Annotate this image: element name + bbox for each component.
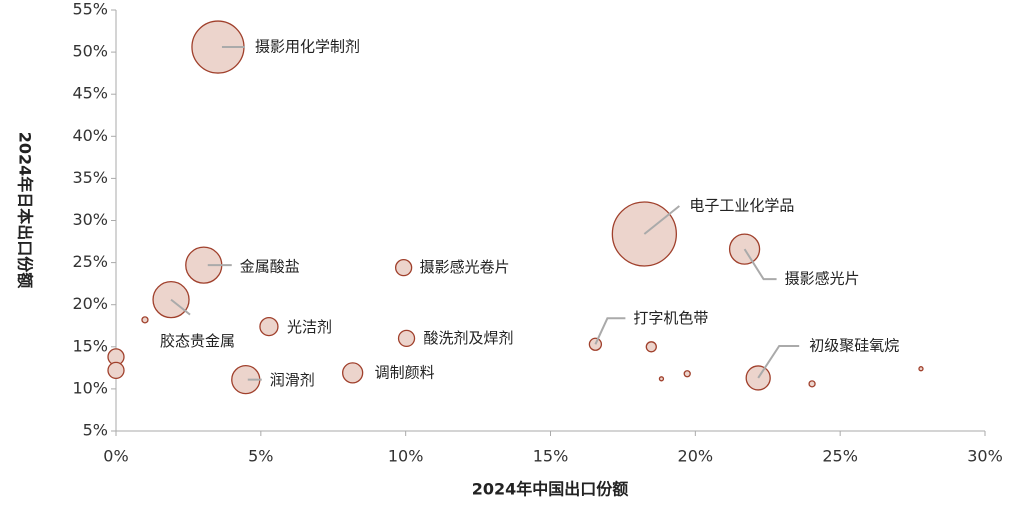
y-tick-label: 25%	[72, 252, 108, 271]
y-tick-label: 40%	[72, 126, 108, 145]
bubble-label: 摄影用化学制剂	[255, 38, 360, 56]
leader-line	[643, 205, 680, 235]
y-axis-title: 2024年日本出口份额	[16, 132, 35, 289]
y-tick-label: 55%	[72, 0, 108, 19]
bubble-label: 初级聚硅氧烷	[809, 336, 899, 354]
bubble-label: 胶态贵金属	[160, 332, 235, 350]
bubble	[645, 341, 657, 353]
bubble-label: 酸洗剂及焊剂	[424, 329, 514, 347]
y-tick-label: 45%	[72, 84, 108, 103]
bubble	[658, 376, 665, 382]
y-tick-label: 50%	[72, 42, 108, 61]
x-tick-label: 0%	[103, 447, 128, 466]
bubble	[107, 361, 125, 380]
bubble	[683, 370, 691, 378]
bubble-label: 电子工业化学品	[689, 196, 794, 214]
bubble	[342, 362, 364, 384]
bubble	[808, 380, 816, 388]
bubble-label: 摄影感光卷片	[420, 258, 510, 276]
bubble	[259, 316, 279, 337]
y-tick-label: 30%	[72, 210, 108, 229]
leader-line	[757, 344, 800, 379]
x-tick-label: 20%	[678, 447, 714, 466]
x-tick-label: 15%	[533, 447, 569, 466]
bubble	[918, 366, 924, 372]
bubble-label: 调制颜料	[375, 363, 435, 381]
bubble-label: 摄影感光片	[785, 270, 860, 288]
x-tick-label: 5%	[248, 447, 273, 466]
y-tick-label: 5%	[83, 421, 108, 440]
bubble	[397, 329, 416, 348]
y-tick-label: 10%	[72, 378, 108, 397]
bubble-label: 金属酸盐	[240, 258, 300, 276]
bubble-label: 打字机色带	[633, 309, 708, 327]
bubble-label: 润滑剂	[270, 371, 315, 389]
x-tick-label: 10%	[388, 447, 424, 466]
x-tick-label: 30%	[967, 447, 1003, 466]
leader-line	[594, 317, 626, 345]
y-tick-label: 15%	[72, 336, 108, 355]
x-tick-label: 25%	[822, 447, 858, 466]
leader-line	[170, 298, 191, 316]
y-tick-label: 20%	[72, 294, 108, 313]
bubble	[141, 316, 149, 324]
x-axis-title: 2024年中国出口份额	[472, 480, 629, 499]
leader-line	[743, 248, 777, 281]
bubble-label: 光洁剂	[287, 318, 332, 336]
y-tick-label: 35%	[72, 168, 108, 187]
bubble	[394, 259, 413, 277]
bubble	[728, 233, 761, 265]
